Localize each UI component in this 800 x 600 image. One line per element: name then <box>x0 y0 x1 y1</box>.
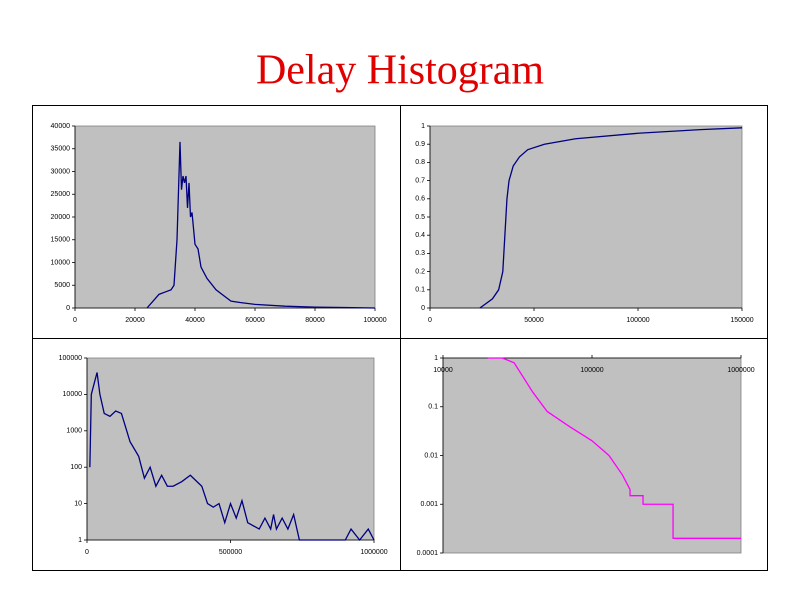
y-tick-label: 35000 <box>51 146 71 153</box>
y-tick-label: 0.9 <box>415 141 425 148</box>
x-tick-label: 0 <box>73 317 77 324</box>
x-tick-label: 100000 <box>626 317 649 324</box>
y-tick-label: 10 <box>74 500 82 507</box>
data-line <box>487 357 741 539</box>
data-line <box>146 141 376 309</box>
x-tick-label: 1000000 <box>360 549 387 556</box>
x-tick-label: 80000 <box>305 317 325 324</box>
y-tick-label: 10000 <box>63 391 83 398</box>
y-tick-label: 1 <box>421 123 425 130</box>
x-tick-label: 0 <box>85 549 89 556</box>
x-tick-label: 50000 <box>524 317 544 324</box>
y-tick-label: 1000 <box>66 428 82 435</box>
data-line <box>89 372 375 542</box>
y-tick-label: 25000 <box>51 191 71 198</box>
y-tick-label: 30000 <box>51 168 71 175</box>
y-tick-label: 1 <box>434 355 438 362</box>
y-tick-label: 0.6 <box>415 196 425 203</box>
plot-area <box>429 125 743 309</box>
y-tick-label: 40000 <box>51 123 71 130</box>
x-tick-label: 10000 <box>433 367 453 374</box>
slide-title: Delay Histogram <box>256 48 544 94</box>
y-tick-label: 0.1 <box>415 287 425 294</box>
x-tick-label: 150000 <box>730 317 753 324</box>
y-tick-label: 0 <box>421 305 425 312</box>
x-tick-label: 60000 <box>245 317 265 324</box>
y-tick-label: 0.001 <box>420 501 438 508</box>
y-tick-label: 0.5 <box>415 214 425 221</box>
y-tick-label: 0 <box>66 305 70 312</box>
y-tick-label: 0.8 <box>415 159 425 166</box>
x-tick-label: 40000 <box>185 317 205 324</box>
y-tick-label: 20000 <box>51 214 71 221</box>
x-tick-label: 500000 <box>219 549 242 556</box>
x-tick-label: 1000000 <box>727 367 754 374</box>
y-tick-label: 15000 <box>51 237 71 244</box>
y-tick-label: 5000 <box>54 282 70 289</box>
y-tick-label: 0.2 <box>415 268 425 275</box>
x-tick-label: 20000 <box>125 317 145 324</box>
plot-area <box>86 357 375 541</box>
y-tick-label: 1 <box>78 537 82 544</box>
data-line <box>479 127 743 309</box>
y-tick-label: 0.4 <box>415 232 425 239</box>
plot-area <box>74 125 376 309</box>
x-tick-label: 100000 <box>580 367 603 374</box>
y-tick-label: 10000 <box>51 259 71 266</box>
y-tick-label: 0.01 <box>424 452 438 459</box>
x-tick-label: 0 <box>428 317 432 324</box>
y-tick-label: 100000 <box>59 355 82 362</box>
plot-area <box>442 357 742 554</box>
y-tick-label: 0.0001 <box>417 550 439 557</box>
y-tick-label: 100 <box>70 464 82 471</box>
y-tick-label: 0.1 <box>428 404 438 411</box>
x-tick-label: 100000 <box>363 317 386 324</box>
y-tick-label: 0.3 <box>415 250 425 257</box>
y-tick-label: 0.7 <box>415 177 425 184</box>
